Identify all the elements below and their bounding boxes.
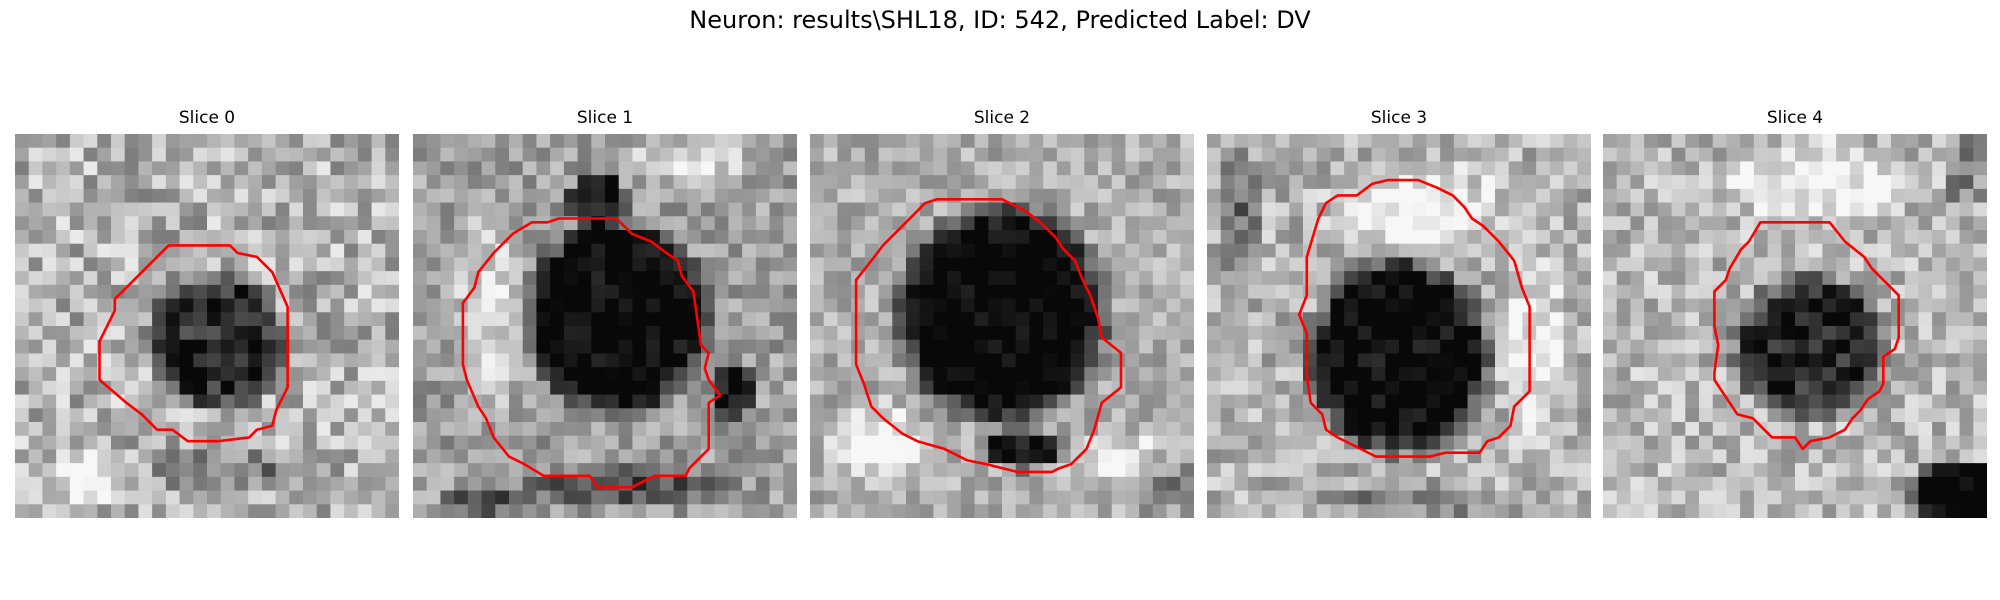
slice-label: Slice 4 [1766, 108, 1824, 128]
slice-image [1207, 134, 1591, 518]
segmentation-contour [1713, 221, 1901, 451]
segmentation-contour [461, 217, 722, 489]
slice-image [810, 134, 1194, 518]
slice-label: Slice 1 [576, 108, 634, 128]
slice-image [15, 134, 399, 518]
slice-image [413, 134, 797, 518]
figure-title: Neuron: results\SHL18, ID: 542, Predicte… [689, 6, 1311, 34]
segmentation-contour [98, 244, 289, 443]
slice-label: Slice 2 [973, 108, 1031, 128]
slice-label: Slice 3 [1370, 108, 1428, 128]
segmentation-contour [1297, 178, 1531, 458]
slice-image [1603, 134, 1987, 518]
segmentation-contour [854, 198, 1123, 474]
slice-label: Slice 0 [178, 108, 236, 128]
